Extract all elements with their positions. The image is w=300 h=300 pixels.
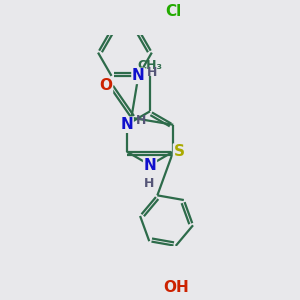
Text: N: N bbox=[120, 117, 133, 132]
Text: OH: OH bbox=[163, 280, 189, 295]
Text: N: N bbox=[144, 158, 156, 172]
Text: H: H bbox=[147, 66, 158, 79]
Text: H: H bbox=[136, 114, 146, 127]
Text: Cl: Cl bbox=[165, 4, 181, 19]
Text: N: N bbox=[132, 68, 145, 83]
Text: O: O bbox=[100, 78, 112, 93]
Text: S: S bbox=[173, 144, 184, 159]
Text: CH₃: CH₃ bbox=[137, 59, 163, 72]
Text: H: H bbox=[144, 177, 154, 190]
